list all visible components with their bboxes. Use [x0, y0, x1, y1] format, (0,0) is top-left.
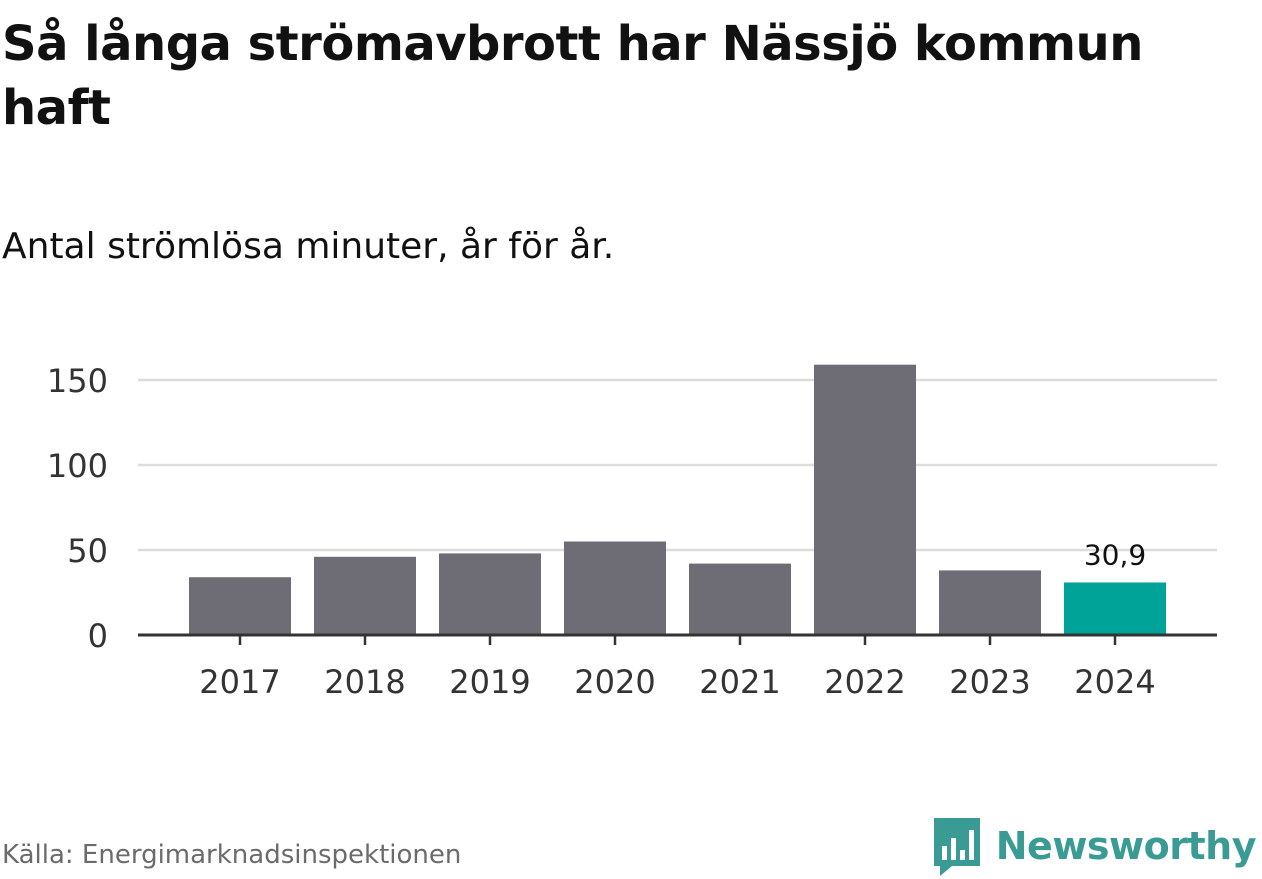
x-tick-label: 2020	[574, 663, 655, 701]
bar-2022	[814, 364, 916, 635]
brand-name: Newsworthy	[995, 824, 1257, 868]
x-tick-label: 2022	[824, 663, 905, 701]
chart-subtitle: Antal strömlösa minuter, år för år.	[2, 226, 615, 267]
y-tick-label: 150	[47, 362, 108, 400]
bar-2021	[689, 563, 791, 635]
bar-2019	[439, 553, 541, 635]
data-label: 30,9	[1084, 538, 1146, 571]
x-tick-label: 2019	[449, 663, 530, 701]
bar-2023	[939, 570, 1041, 635]
bar-chart-speech-bubble-icon	[933, 818, 980, 876]
bar-2017	[189, 577, 291, 635]
chart-title: Så långa strömavbrott har Nässjö kommun …	[2, 16, 1143, 136]
x-tick-label: 2017	[199, 663, 280, 701]
tick-labels: 0 50 100 150 2017 2018 2019 2020 2021 2022 2023 202…	[47, 362, 1156, 701]
bar-2020	[564, 541, 666, 635]
bar-2018	[314, 556, 416, 635]
grid-lines	[138, 378, 1217, 552]
y-tick-label: 0	[88, 617, 108, 655]
x-axis	[138, 633, 1217, 645]
source-note: Källa: Energimarknadsinspektionen	[2, 840, 462, 870]
y-tick-label: 100	[47, 447, 108, 485]
x-tick-label: 2021	[699, 663, 780, 701]
bar-chart: 0 50 100 150 2017 2018 2019 2020 2021 2022 2023 202…	[47, 362, 1217, 701]
x-tick-label: 2018	[324, 663, 405, 701]
y-tick-label: 50	[67, 532, 108, 570]
x-tick-label: 2023	[949, 663, 1030, 701]
brand-logo: Newsworthy	[932, 816, 1257, 876]
x-tick-label: 2024	[1074, 663, 1155, 701]
bars	[189, 364, 1166, 635]
bar-2024	[1064, 582, 1166, 635]
